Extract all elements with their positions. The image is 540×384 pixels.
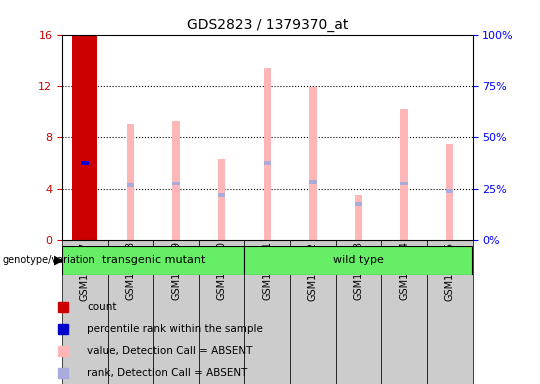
Text: value, Detection Call = ABSENT: value, Detection Call = ABSENT [87,346,253,356]
Bar [172,121,180,240]
Text: transgenic mutant: transgenic mutant [102,255,205,265]
Bar [172,182,180,185]
Bar [153,240,199,384]
Bar [127,124,134,240]
Bar [72,35,97,240]
Text: genotype/variation: genotype/variation [3,255,96,265]
Bar [81,161,89,165]
Bar [218,159,225,240]
Bar [290,240,336,384]
Bar [264,68,271,240]
Text: ▶: ▶ [53,254,63,267]
Title: GDS2823 / 1379370_at: GDS2823 / 1379370_at [187,18,348,32]
Bar [401,182,408,185]
Bar [309,87,316,240]
Bar [62,240,107,384]
Bar [309,180,316,184]
Bar [446,189,454,193]
Text: percentile rank within the sample: percentile rank within the sample [87,324,264,334]
Bar [427,240,472,384]
Bar [355,195,362,240]
Bar [199,240,245,384]
Bar [127,183,134,187]
Bar [264,161,271,165]
Text: wild type: wild type [333,255,384,265]
Text: count: count [87,302,117,312]
Bar [355,202,362,206]
Bar [245,240,290,384]
Bar [336,240,381,384]
Bar [218,193,225,197]
Text: rank, Detection Call = ABSENT: rank, Detection Call = ABSENT [87,367,248,377]
Bar [446,144,454,240]
Bar [107,240,153,384]
Bar [62,246,245,275]
Bar [381,240,427,384]
Bar [401,109,408,240]
Bar [245,246,472,275]
